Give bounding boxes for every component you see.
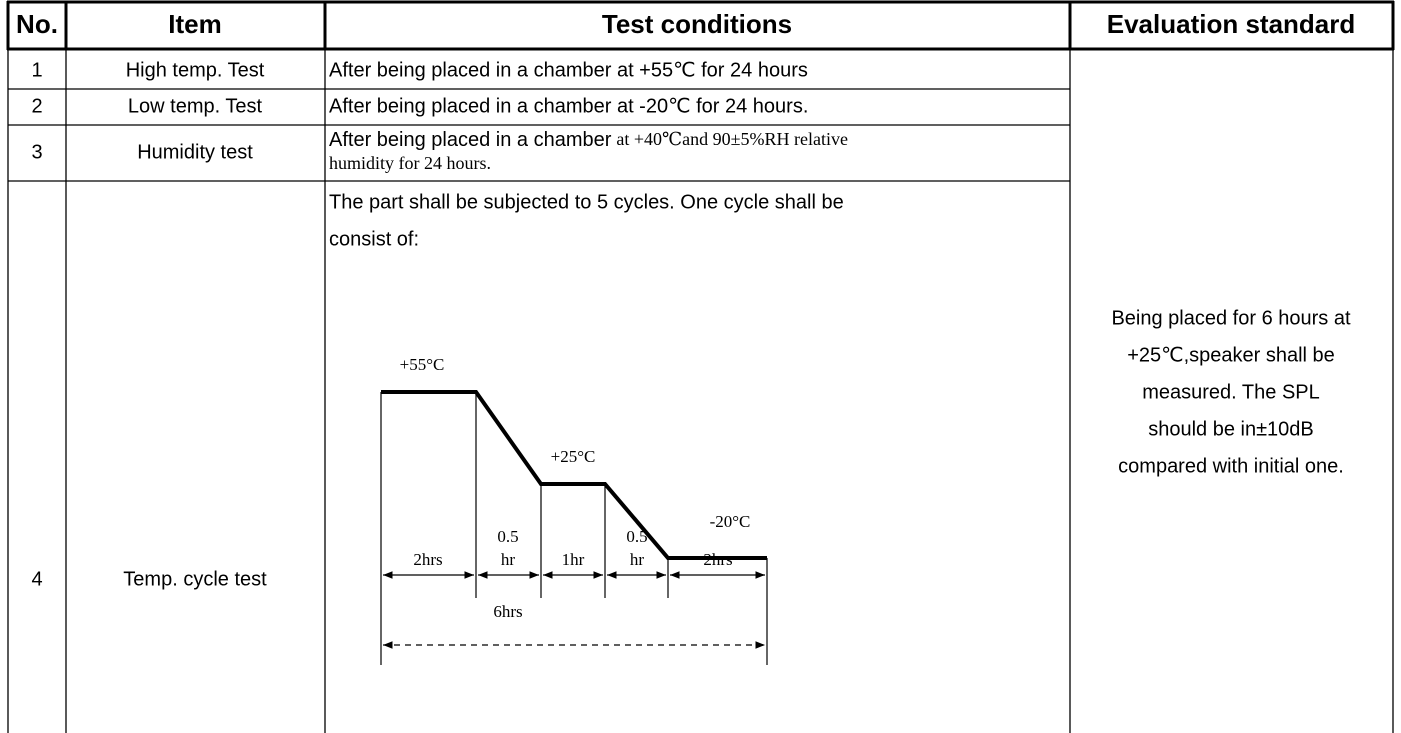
profile-line — [381, 390, 767, 560]
cell-conditions: After being placed in a chamber at +40℃an… — [329, 129, 848, 151]
header-cell: Item — [168, 9, 221, 39]
cell-conditions: After being placed in a chamber at -20℃ … — [329, 95, 808, 117]
cell-item: Humidity test — [137, 141, 253, 163]
total-label: 6hrs — [493, 602, 522, 621]
segment-label: 0.5 — [626, 527, 647, 546]
level-label: +55°C — [400, 355, 445, 374]
header-cell: Test conditions — [602, 9, 792, 39]
cell-conditions: After being placed in a chamber at +55℃ … — [329, 59, 808, 81]
level-label: -20°C — [710, 512, 751, 531]
evaluation-line: +25℃,speaker shall be — [1127, 344, 1335, 366]
evaluation-line: should be in±10dB — [1148, 418, 1314, 440]
segment-label: hr — [501, 550, 516, 569]
segment-label: hr — [630, 550, 645, 569]
segment-label: 1hr — [562, 550, 585, 569]
cell-conditions: consist of: — [329, 228, 419, 250]
evaluation-line: compared with initial one. — [1118, 455, 1344, 477]
temperature-cycle-diagram: +55°C +25°C -20°C 2hrs 0.5 hr 1hr 0.5 hr… — [380, 355, 768, 665]
segment-label: 0.5 — [497, 527, 518, 546]
evaluation-line: measured. The SPL — [1142, 381, 1320, 403]
evaluation-line: Being placed for 6 hours at — [1111, 307, 1350, 329]
cell-item: Low temp. Test — [128, 95, 263, 117]
segment-label: 2hrs — [703, 550, 732, 569]
header-cell: No. — [16, 9, 58, 39]
cell-no: 2 — [31, 95, 42, 117]
cell-item: Temp. cycle test — [123, 568, 267, 590]
evaluation-cell: Being placed for 6 hours at +25℃,speaker… — [1111, 307, 1350, 477]
header-cell: Evaluation standard — [1107, 9, 1356, 39]
grid — [6, 0, 1395, 733]
text-run: at +40℃and 90±5%RH relative — [616, 129, 848, 149]
cell-conditions: The part shall be subjected to 5 cycles.… — [329, 191, 844, 213]
cell-conditions: humidity for 24 hours. — [329, 153, 491, 173]
level-label: +25°C — [551, 447, 596, 466]
cell-no: 4 — [31, 568, 42, 590]
cell-no: 1 — [31, 59, 42, 81]
cell-no: 3 — [31, 141, 42, 163]
segment-label: 2hrs — [413, 550, 442, 569]
text-run: After being placed in a chamber — [329, 129, 612, 151]
guides — [380, 392, 768, 665]
cell-item: High temp. Test — [126, 59, 265, 81]
